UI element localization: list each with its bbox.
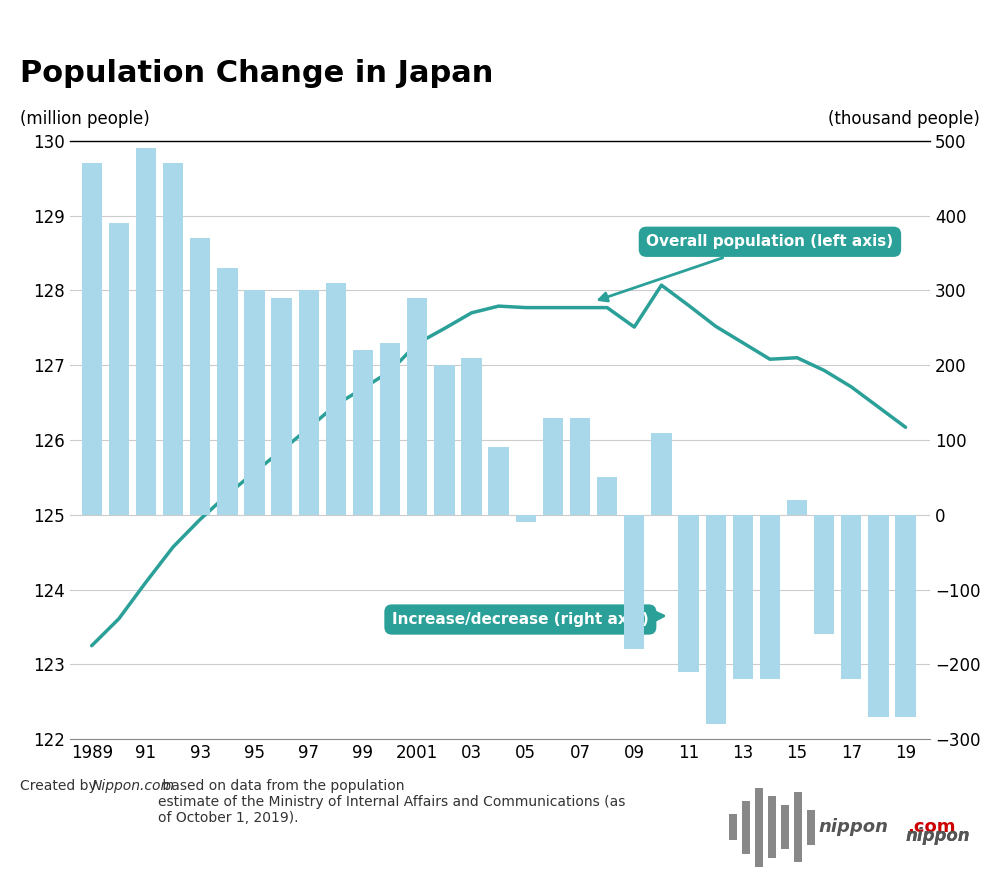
Bar <box>271 297 292 515</box>
Bar <box>570 417 590 515</box>
Bar <box>651 432 672 515</box>
Bar <box>729 814 737 840</box>
Text: nippon: nippon <box>905 827 970 845</box>
Bar <box>543 417 563 515</box>
Bar <box>109 223 129 515</box>
Text: Overall population (left axis): Overall population (left axis) <box>599 234 893 301</box>
Bar <box>733 515 753 679</box>
Text: .com: .com <box>907 818 956 836</box>
Text: Increase/decrease (right axis): Increase/decrease (right axis) <box>392 612 664 627</box>
Text: nippon: nippon <box>819 818 889 836</box>
Text: Population Change in Japan: Population Change in Japan <box>20 59 493 88</box>
Bar <box>353 350 373 515</box>
Text: based on data from the population
estimate of the Ministry of Internal Affairs a: based on data from the population estima… <box>158 779 625 825</box>
Bar <box>781 805 789 849</box>
Bar <box>488 447 509 515</box>
Bar <box>136 148 156 515</box>
Bar <box>407 297 427 515</box>
Bar <box>807 810 815 845</box>
Text: nippon: nippon <box>905 827 970 845</box>
Text: (million people): (million people) <box>20 110 150 128</box>
Bar <box>868 515 889 716</box>
Text: Created by: Created by <box>20 779 101 793</box>
Bar <box>163 163 183 515</box>
Bar <box>597 477 617 515</box>
Bar <box>244 290 265 515</box>
Bar <box>461 357 482 515</box>
Text: Nippon.com: Nippon.com <box>92 779 175 793</box>
Bar <box>678 515 699 672</box>
Bar <box>814 515 834 634</box>
Bar <box>624 515 644 649</box>
Text: (thousand people): (thousand people) <box>828 110 980 128</box>
Bar <box>516 515 536 522</box>
Bar <box>190 238 210 515</box>
Bar <box>895 515 916 716</box>
Bar <box>299 290 319 515</box>
Bar <box>380 343 400 515</box>
Bar <box>434 365 455 515</box>
Bar <box>760 515 780 679</box>
Bar <box>217 268 238 515</box>
Bar <box>794 792 802 862</box>
Bar <box>742 801 750 854</box>
Bar <box>82 163 102 515</box>
Bar <box>787 500 807 515</box>
Bar <box>768 796 776 858</box>
Bar <box>706 515 726 724</box>
Bar <box>326 283 346 515</box>
Bar <box>755 788 763 867</box>
Bar <box>841 515 861 679</box>
